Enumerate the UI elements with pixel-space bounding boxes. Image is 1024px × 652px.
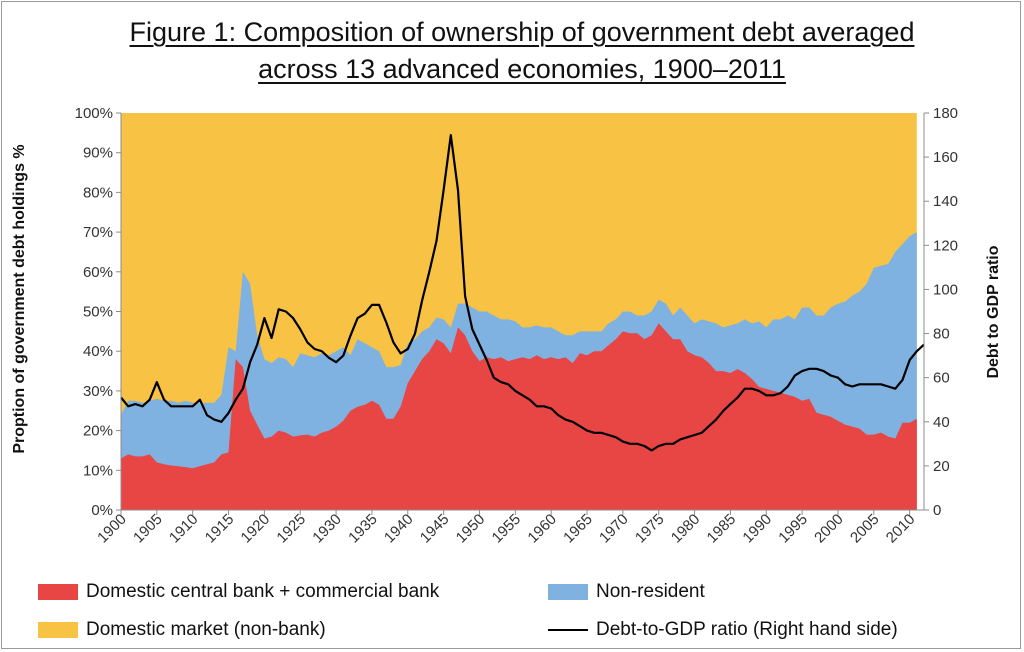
y-right-tick-label: 180 bbox=[933, 105, 958, 122]
legend-swatch-non-resident bbox=[548, 583, 588, 600]
legend-item-domestic-market: Domestic market (non-bank) bbox=[38, 618, 326, 642]
y-left-tick-label: 30% bbox=[83, 383, 113, 400]
legend-item-non-resident: Non-resident bbox=[548, 580, 705, 604]
x-tick-label: 2005 bbox=[847, 511, 883, 547]
x-tick-label: 1935 bbox=[345, 511, 381, 547]
y-left-tick-label: 10% bbox=[83, 462, 113, 479]
legend-swatch-domestic-market bbox=[38, 621, 78, 638]
x-tick-label: 1920 bbox=[238, 511, 274, 547]
chart-title: Figure 1: Composition of ownership of go… bbox=[0, 14, 1024, 88]
x-tick-label: 1985 bbox=[704, 511, 740, 547]
x-tick-label: 1990 bbox=[739, 511, 775, 547]
area-central-bank bbox=[121, 323, 917, 510]
x-tick-label: 1905 bbox=[130, 511, 166, 547]
y-left-tick-label: 20% bbox=[83, 423, 113, 440]
y-left-tick-label: 80% bbox=[83, 184, 113, 201]
x-tick-label: 2010 bbox=[883, 511, 919, 547]
legend-swatch-debt-gdp bbox=[548, 628, 588, 631]
y-right-tick-label: 0 bbox=[933, 502, 941, 519]
y-right-tick-label: 120 bbox=[933, 237, 958, 254]
legend-item-central-bank: Domestic central bank + commercial bank bbox=[38, 580, 439, 604]
y-left-tick-label: 70% bbox=[83, 224, 113, 241]
legend-label-debt-gdp: Debt-to-GDP ratio (Right hand side) bbox=[596, 619, 898, 640]
y-right-tick-label: 160 bbox=[933, 149, 958, 166]
y-left-tick-label: 60% bbox=[83, 264, 113, 281]
x-tick-label: 1940 bbox=[381, 511, 417, 547]
x-tick-label: 1930 bbox=[309, 511, 345, 547]
legend-label-central-bank: Domestic central bank + commercial bank bbox=[86, 581, 440, 602]
y-left-tick-label: 0% bbox=[91, 502, 113, 519]
x-tick-label: 1955 bbox=[489, 511, 525, 547]
x-tick-label: 2000 bbox=[811, 511, 847, 547]
x-tick-label: 1960 bbox=[524, 511, 560, 547]
legend-label-domestic-market: Domestic market (non-bank) bbox=[86, 619, 326, 640]
legend-item-debt-gdp: Debt-to-GDP ratio (Right hand side) bbox=[548, 618, 898, 642]
title-line-2: across 13 advanced economies, 1900–2011 bbox=[258, 54, 786, 84]
x-tick-label: 1975 bbox=[632, 511, 668, 547]
x-tick-label: 1995 bbox=[775, 511, 811, 547]
y-left-tick-label: 90% bbox=[83, 145, 113, 162]
x-tick-label: 1965 bbox=[560, 511, 596, 547]
line-debt-to-gdp bbox=[120, 134, 925, 452]
y-right-tick-label: 20 bbox=[933, 458, 950, 475]
x-tick-label: 1980 bbox=[668, 511, 704, 547]
y-left-tick-label: 40% bbox=[83, 343, 113, 360]
y-right-tick-label: 60 bbox=[933, 370, 950, 387]
legend-label-non-resident: Non-resident bbox=[596, 581, 705, 602]
x-tick-label: 1970 bbox=[596, 511, 632, 547]
title-line-1: Figure 1: Composition of ownership of go… bbox=[129, 17, 915, 47]
y-right-tick-label: 100 bbox=[933, 281, 958, 298]
y-right-tick-label: 140 bbox=[933, 193, 958, 210]
x-tick-label: 1950 bbox=[453, 511, 489, 547]
x-tick-label: 1945 bbox=[417, 511, 453, 547]
legend-swatch-central-bank bbox=[38, 583, 78, 600]
y-left-tick-label: 50% bbox=[83, 304, 113, 321]
x-tick-label: 1915 bbox=[202, 511, 238, 547]
x-tick-label: 1910 bbox=[166, 511, 202, 547]
x-tick-label: 1925 bbox=[273, 511, 309, 547]
y-right-tick-label: 80 bbox=[933, 326, 950, 343]
y-right-tick-label: 40 bbox=[933, 414, 950, 431]
y-left-tick-label: 100% bbox=[75, 105, 113, 122]
